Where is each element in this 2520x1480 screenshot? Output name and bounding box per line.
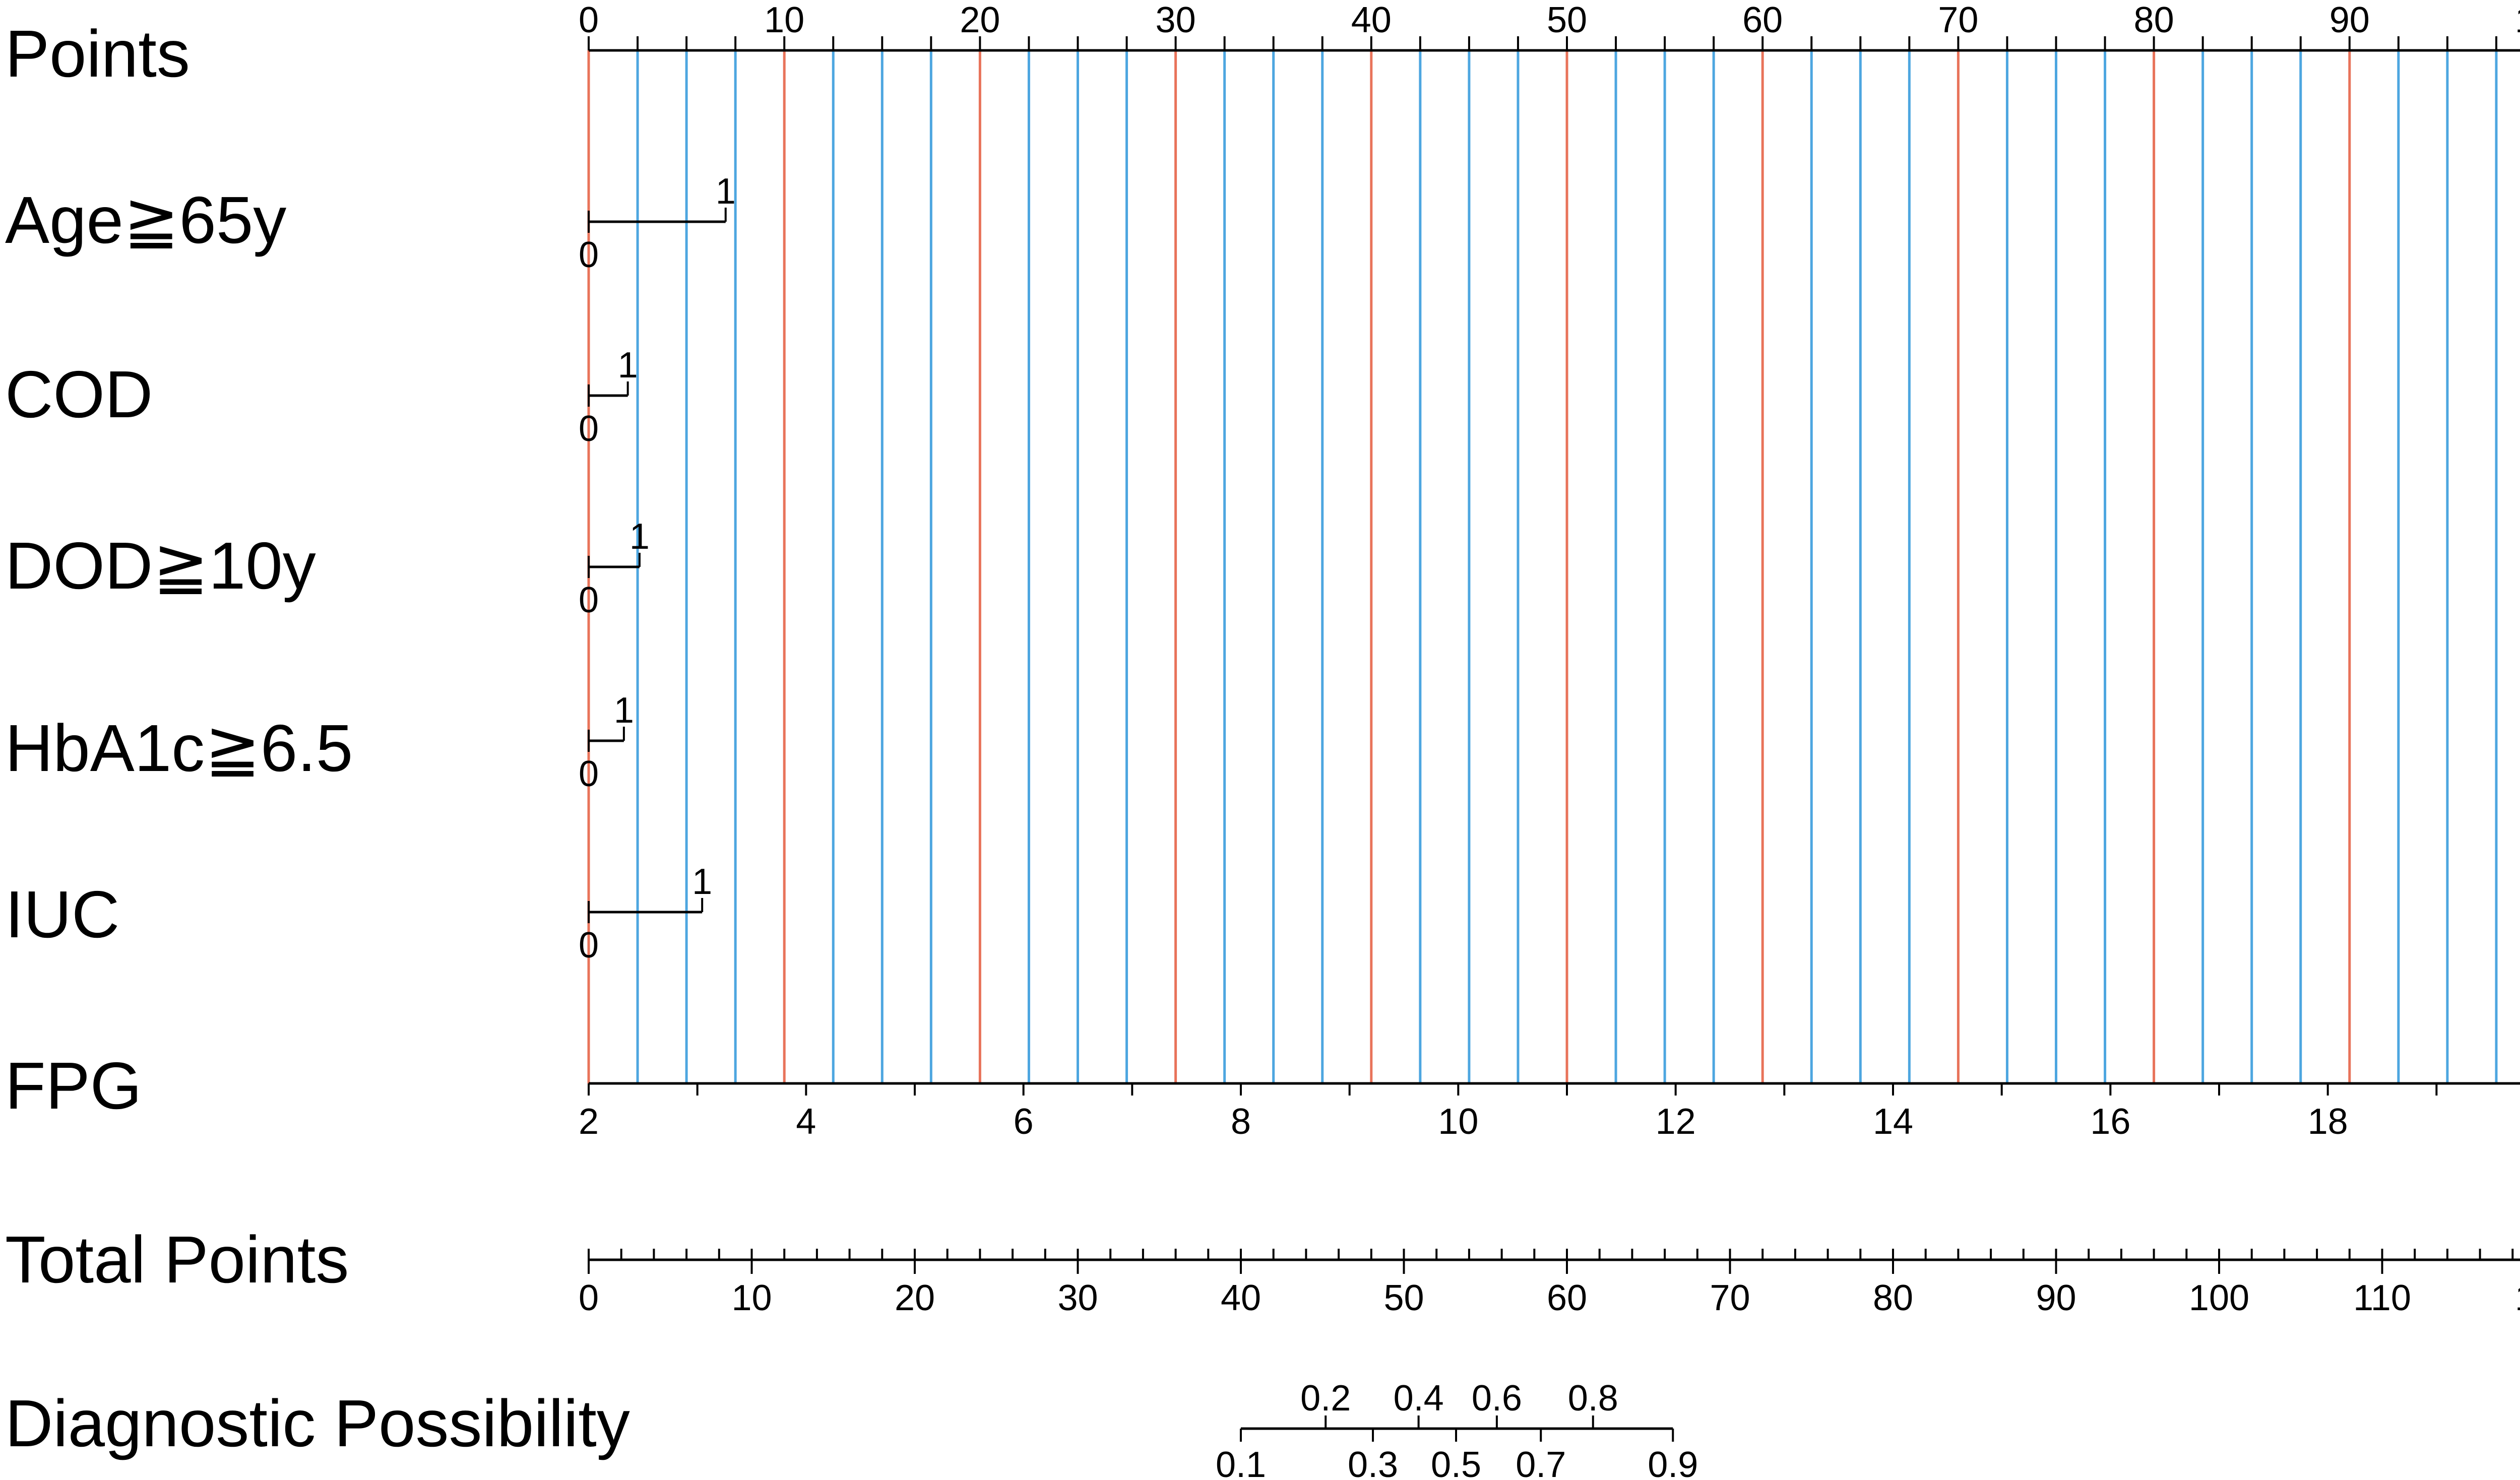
total-points-tick-label: 80 <box>1873 1278 1913 1318</box>
points-tick-label: 30 <box>1156 0 1196 40</box>
probability-tick-label: 0.9 <box>1648 1445 1698 1480</box>
variable-level-label: 0 <box>579 754 599 794</box>
probability-tick-label: 0.4 <box>1394 1378 1444 1419</box>
points-tick-label: 70 <box>1938 0 1978 40</box>
row-label-variable-1: Age≧65y <box>5 183 286 257</box>
row-label-variable-5: IUC <box>5 877 119 951</box>
variable-level-label: 0 <box>579 235 599 275</box>
fpg-tick-label: 4 <box>796 1102 816 1142</box>
row-label-variable-2: COD <box>5 357 153 431</box>
total-points-axis: 0 10 20 30 40 50 60 70 80 90 100 110 120 <box>579 1249 2520 1318</box>
fpg-tick-label: 10 <box>1438 1102 1478 1142</box>
points-tick-label: 100 <box>2515 0 2520 40</box>
fpg-tick-label: 2 <box>579 1102 599 1142</box>
row-label-variable-4: HbA1c≧6.5 <box>5 711 353 785</box>
total-points-tick-label: 100 <box>2189 1278 2249 1318</box>
points-axis: 0 10 20 30 40 50 60 70 80 90 100 <box>579 0 2520 52</box>
points-tick-label: 40 <box>1351 0 1392 40</box>
total-points-tick-label: 20 <box>895 1278 935 1318</box>
points-tick-label: 90 <box>2329 0 2370 40</box>
total-points-tick-label: 10 <box>731 1278 772 1318</box>
variable-level-label: 1 <box>716 171 736 212</box>
total-points-tick-label: 50 <box>1383 1278 1424 1318</box>
fpg-tick-label: 12 <box>1656 1102 1696 1142</box>
total-points-tick-label: 30 <box>1057 1278 1098 1318</box>
total-points-tick-label: 70 <box>1710 1278 1750 1318</box>
variable-level-label: 0 <box>579 580 599 620</box>
variable-level-label: 1 <box>692 862 712 902</box>
variable-level-label: 0 <box>579 925 599 966</box>
row-label-diagnostic-possibility: Diagnostic Possibility <box>5 1386 630 1460</box>
row-label-fpg: FPG <box>5 1049 142 1123</box>
probability-tick-label: 0.2 <box>1300 1378 1351 1419</box>
total-points-tick-label: 40 <box>1221 1278 1261 1318</box>
diagnostic-possibility-axis: 0.2 0.4 0.6 0.8 0.1 0.3 0.5 0.7 0.9 <box>1216 1378 1698 1480</box>
fpg-axis: 2468101214161820 <box>579 1082 2520 1142</box>
variable-level-label: 1 <box>614 690 634 731</box>
probability-tick-label: 0.3 <box>1348 1445 1398 1480</box>
probability-tick-label: 0.6 <box>1472 1378 1522 1419</box>
variable-level-label: 0 <box>579 409 599 449</box>
points-tick-label: 0 <box>579 0 599 40</box>
gridlines <box>587 50 2498 1083</box>
total-points-tick-label: 120 <box>2515 1278 2520 1318</box>
total-points-tick-label: 90 <box>2036 1278 2076 1318</box>
fpg-tick-label: 6 <box>1014 1102 1034 1142</box>
probability-tick-label: 0.7 <box>1516 1445 1566 1480</box>
points-tick-label: 60 <box>1742 0 1783 40</box>
total-points-tick-label: 110 <box>2353 1278 2411 1318</box>
variable-level-label: 1 <box>629 517 650 557</box>
total-points-tick-label: 0 <box>579 1278 599 1318</box>
points-tick-label: 80 <box>2134 0 2174 40</box>
row-label-total-points: Total Points <box>5 1222 349 1297</box>
variable-level-label: 1 <box>618 345 638 385</box>
probability-tick-label: 0.1 <box>1216 1445 1266 1480</box>
row-label-points: Points <box>5 17 190 91</box>
probability-tick-label: 0.8 <box>1568 1378 1618 1419</box>
row-label-variable-3: DOD≧10y <box>5 529 316 603</box>
points-tick-label: 10 <box>764 0 804 40</box>
fpg-tick-label: 16 <box>2090 1102 2130 1142</box>
total-points-tick-label: 60 <box>1547 1278 1587 1318</box>
points-tick-label: 20 <box>960 0 1000 40</box>
points-tick-label: 50 <box>1547 0 1587 40</box>
fpg-tick-label: 18 <box>2308 1102 2348 1142</box>
fpg-tick-label: 14 <box>1873 1102 1913 1142</box>
probability-tick-label: 0.5 <box>1431 1445 1481 1480</box>
fpg-tick-label: 8 <box>1231 1102 1251 1142</box>
